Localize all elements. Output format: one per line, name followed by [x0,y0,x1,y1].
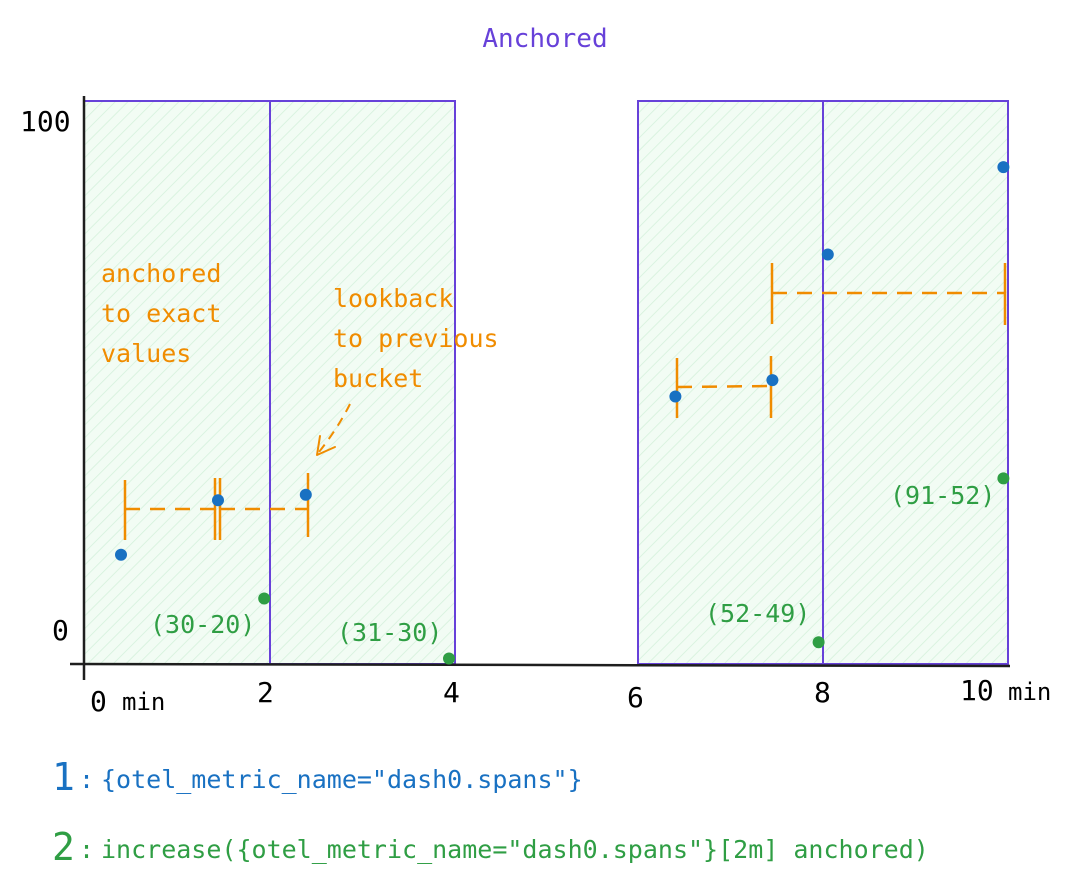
bucket-8-10 [822,100,1009,665]
bucket-0-2 [83,100,271,665]
lookback-arrow [318,403,351,453]
raw-series-points [115,161,1010,561]
axes [69,96,1011,680]
annotation-lookback-line-1: lookback [333,284,453,313]
raw-sample-point-3 [299,488,312,501]
raw-sample-point-5 [766,374,779,387]
annotation-lookback: lookback to previous bucket [316,284,499,456]
x-label-2: 2 [257,676,274,709]
x-axis [69,662,1011,668]
x-label-8: 8 [814,676,831,709]
x-label-4: 4 [443,676,460,709]
x-label-0-unit: min [122,688,165,716]
x-label-0: 0 [90,685,107,718]
increase-point-3 [812,636,825,649]
range-bracket-bucket-0-2 [123,478,217,540]
increase-series-points [258,472,1010,665]
increase-label-2: (31-30) [337,618,442,647]
annotation-anchored-line-1: anchored [101,259,221,288]
annotation-anchored-line-2: to exact [101,299,221,328]
query-legend-2: 2 : increase({otel_metric_name="dash0.sp… [52,825,929,869]
y-label-top: 100 [20,105,71,138]
raw-sample-point-4 [669,390,682,403]
query-legend-1: 1 : {otel_metric_name="dash0.spans"} [52,755,583,799]
y-label-bottom: 0 [52,614,69,647]
query-1-separator: : [79,765,94,794]
annotation-anchored: anchored to exact values [101,259,221,368]
increase-point-4 [997,472,1010,485]
bracket-dashed-line [676,384,772,389]
annotation-anchored-line-3: values [101,339,191,368]
x-label-10: 10 [960,674,994,707]
bucket-group-right [637,100,1009,665]
bucket-6-8 [637,100,824,665]
annotation-lookback-line-2: to previous [333,324,499,353]
bucket-group-left [83,100,456,665]
query-1-text: {otel_metric_name="dash0.spans"} [101,765,583,794]
diagram-title: Anchored [482,24,607,54]
range-bracket-bucket-8-10 [770,263,1007,325]
raw-sample-point-6 [821,248,834,261]
x-label-6: 6 [627,681,644,714]
increase-label-1: (30-20) [150,610,255,639]
raw-sample-point-1 [115,548,127,561]
increase-point-1 [258,592,271,605]
increase-label-4: (91-52) [890,481,995,510]
range-bracket-bucket-2-4 [218,473,310,540]
raw-sample-point-7 [997,161,1010,174]
query-2-text: increase({otel_metric_name="dash0.spans"… [101,835,929,864]
lookback-arrowhead [316,435,336,456]
increase-point-2 [443,652,455,665]
query-2-separator: : [79,835,94,864]
raw-sample-point-2 [212,494,224,507]
annotation-lookback-line-3: bucket [333,364,423,393]
x-label-10-unit: min [1008,678,1051,706]
bucket-2-4 [269,100,456,665]
query-1-number: 1 [52,755,75,799]
range-bracket-bucket-6-8 [675,356,773,418]
increase-label-3: (52-49) [705,599,810,628]
query-2-number: 2 [52,825,75,869]
